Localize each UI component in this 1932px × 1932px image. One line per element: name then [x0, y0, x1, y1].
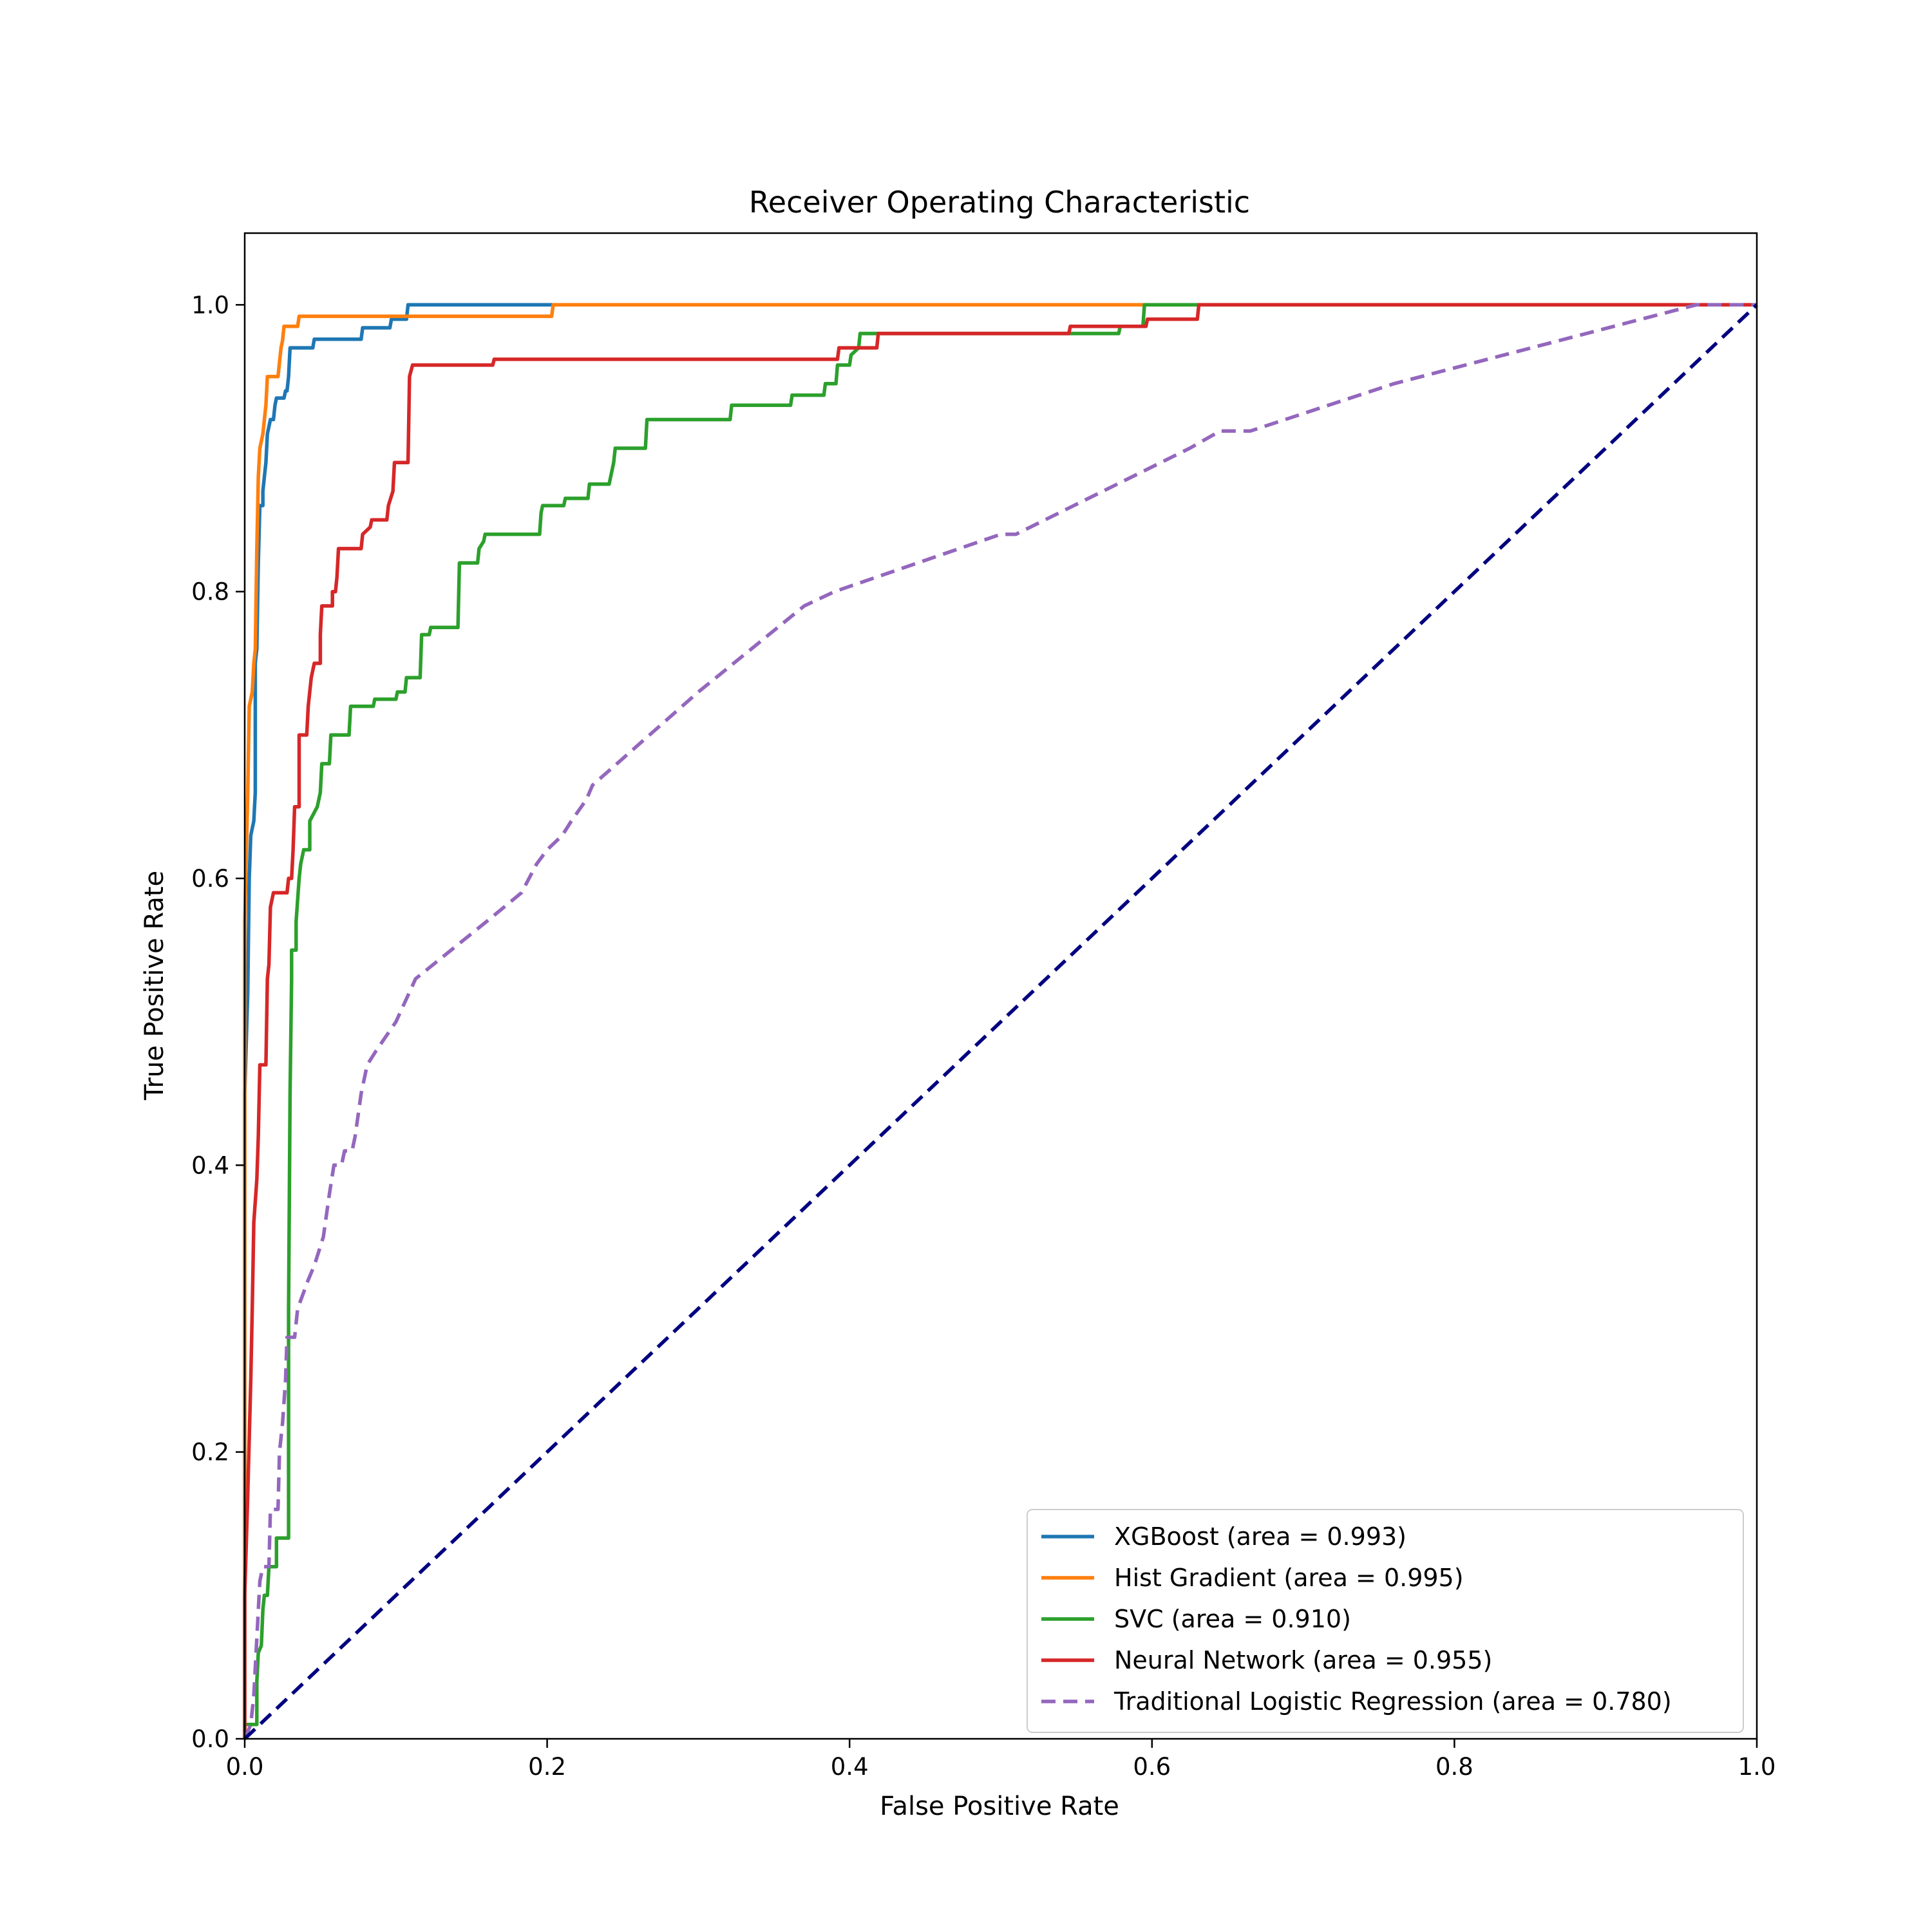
legend: XGBoost (area = 0.993) Hist Gradient (are…	[1027, 1509, 1744, 1733]
y-tick-label: 0.6	[191, 865, 229, 893]
series-layer	[243, 303, 1758, 1740]
y-axis-label: True Positive Rate	[140, 871, 169, 1101]
y-tick-label: 0.0	[191, 1725, 229, 1753]
plot-area-frame	[243, 232, 1758, 1740]
legend-entry: Hist Gradient (area = 0.995)	[1114, 1564, 1464, 1592]
y-tick-label: 0.4	[191, 1151, 229, 1179]
legend-box	[1027, 1509, 1744, 1733]
series-line-0	[243, 303, 1757, 1739]
x-tick-label: 0.4	[831, 1753, 869, 1781]
x-tick-label: 0.8	[1435, 1753, 1473, 1781]
y-tick-label: 1.0	[191, 291, 229, 319]
legend-entry: Neural Network (area = 0.955)	[1114, 1646, 1492, 1674]
chance-diagonal-line	[243, 303, 1758, 1740]
ticks-layer: 0.0 0.2 0.4 0.6 0.8 1.0 0.0 0.2 0.4 0.6 0.8 1.0	[191, 291, 1776, 1781]
x-tick-label: 1.0	[1738, 1753, 1776, 1781]
y-tick-label: 0.2	[191, 1439, 229, 1466]
series-line-1	[243, 303, 1757, 1739]
x-tick-label: 0.6	[1133, 1753, 1171, 1781]
legend-entry: SVC (area = 0.910)	[1114, 1605, 1351, 1633]
series-line-2	[243, 303, 1757, 1739]
series-line-4	[243, 303, 1757, 1740]
x-tick-label: 0.2	[528, 1753, 566, 1781]
legend-entry: XGBoost (area = 0.993)	[1114, 1522, 1406, 1551]
legend-entry: Traditional Logistic Regression (area = …	[1113, 1687, 1672, 1716]
series-line-3	[243, 303, 1757, 1739]
y-tick-label: 0.8	[191, 578, 229, 606]
x-tick-label: 0.0	[226, 1753, 264, 1781]
x-axis-label: False Positive Rate	[880, 1792, 1119, 1821]
chart-title: Receiver Operating Characteristic	[749, 185, 1250, 220]
